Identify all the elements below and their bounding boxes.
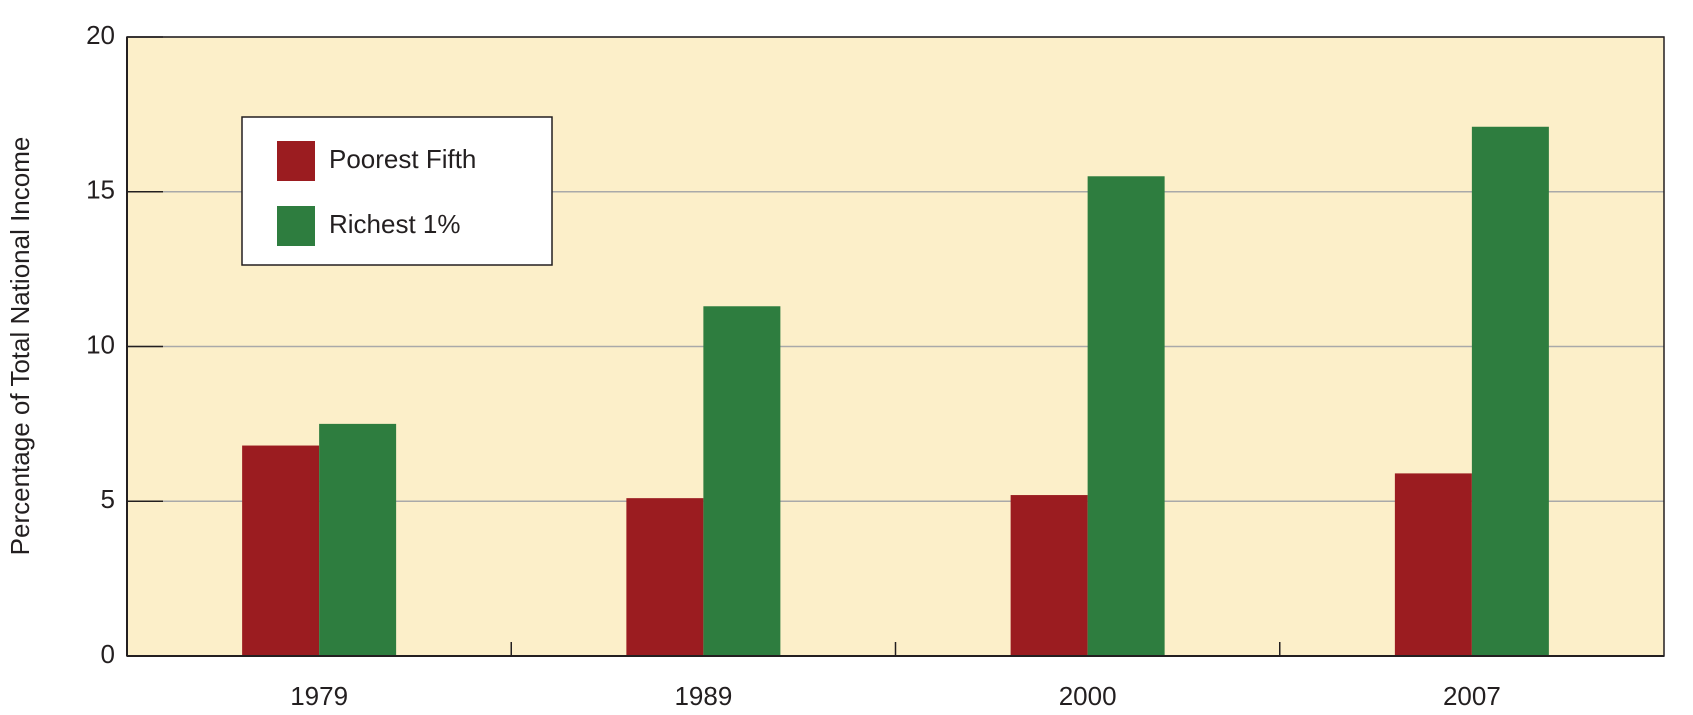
bar [319, 423, 397, 656]
bar [1394, 473, 1472, 656]
y-tick-label: 5 [101, 484, 115, 514]
bar [626, 498, 704, 656]
x-tick-label: 2007 [1443, 681, 1501, 711]
legend-swatch [277, 141, 315, 181]
bar [1471, 126, 1549, 656]
bar [242, 445, 320, 656]
y-tick-label: 10 [86, 329, 115, 359]
legend-swatch [277, 206, 315, 246]
bar [1087, 176, 1165, 656]
y-tick-label: 0 [101, 639, 115, 669]
y-tick-label: 15 [86, 175, 115, 205]
bar [703, 306, 781, 656]
y-axis-label: Percentage of Total National Income [5, 137, 35, 556]
x-tick-label: 2000 [1059, 681, 1117, 711]
legend-label: Poorest Fifth [329, 144, 476, 174]
x-tick-label: 1979 [290, 681, 348, 711]
legend-label: Richest 1% [329, 209, 461, 239]
x-tick-label: 1989 [674, 681, 732, 711]
y-tick-label: 20 [86, 20, 115, 50]
bar [1010, 495, 1088, 656]
